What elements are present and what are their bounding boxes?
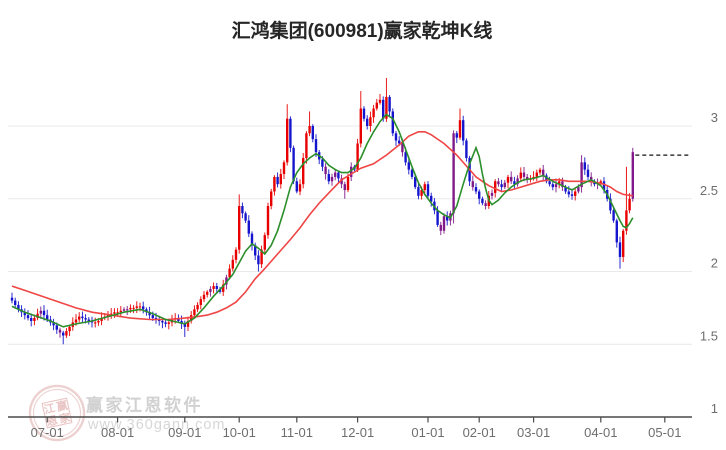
seal-char: 家	[58, 410, 73, 426]
x-axis: 07-01 08-01 09-01 10-01 11-01 12-01 01-01 02-01…	[8, 416, 692, 440]
y-axis-label: 1.5	[700, 328, 718, 343]
x-axis-label: 11-01	[281, 425, 313, 440]
seal-char: 江	[43, 400, 57, 416]
grid-layer	[8, 125, 692, 345]
x-axis-label: 10-01	[223, 425, 256, 440]
x-axis-label: 12-01	[341, 425, 374, 440]
chart-title: 汇鸿集团(600981)赢家乾坤K线	[232, 19, 493, 42]
x-axis-label: 04-01	[584, 425, 617, 440]
ma-fast-green-line	[11, 113, 634, 328]
x-axis-label: 09-01	[168, 425, 201, 440]
x-axis-label: 02-01	[463, 425, 496, 440]
x-axis-label: 05-01	[648, 425, 681, 440]
watermark-brand-text: 赢家江恩软件	[86, 395, 203, 415]
watermark-url-text: www.360gann.com	[87, 417, 226, 433]
seal-char: 赢	[55, 398, 69, 414]
y-axis-label: 3	[711, 110, 718, 125]
y-axis-label: 2.5	[700, 183, 718, 198]
x-axis-label: 07-01	[31, 425, 64, 440]
y-axis-label: 1	[711, 401, 718, 416]
watermark: 江 赢 恩 家 赢家江恩软件 www.360gann.com	[28, 384, 226, 442]
x-axis-label: 01-01	[411, 425, 444, 440]
x-axis-label: 08-01	[101, 425, 134, 440]
watermark-seal-logo: 江 赢 恩 家	[28, 384, 86, 442]
x-axis-label: 03-01	[517, 425, 550, 440]
candles-layer	[10, 77, 634, 345]
ma-slow-red-line	[11, 131, 633, 321]
y-axis: 3 2.5 2 1.5 1	[700, 110, 718, 416]
y-axis-label: 2	[711, 256, 718, 271]
